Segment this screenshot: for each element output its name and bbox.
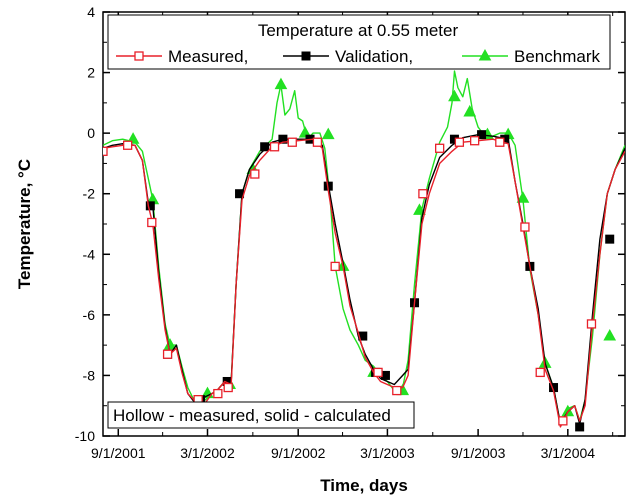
- data-point: [162, 349, 173, 359]
- legend-marker: [301, 51, 311, 61]
- data-point: [321, 127, 335, 140]
- y-tick-label: 2: [87, 65, 95, 81]
- data-point: [223, 382, 233, 393]
- data-point: [463, 104, 477, 117]
- annotation-box: Hollow - measured, solid - calculated: [107, 401, 415, 429]
- data-point: [298, 126, 312, 138]
- data-point: [260, 142, 270, 152]
- data-point: [145, 201, 155, 211]
- data-point: [287, 137, 297, 147]
- annotation-frame: [107, 401, 415, 429]
- data-point: [477, 130, 487, 140]
- y-tick-label: -8: [83, 367, 96, 383]
- data-point: [418, 189, 428, 199]
- data-point: [392, 385, 402, 396]
- legend: Temperature at 0.55 meter Measured, Valid…: [107, 14, 611, 70]
- data-point: [470, 136, 480, 146]
- chart-title: Temperature at 0.55 meter: [258, 21, 459, 40]
- data-point: [558, 416, 568, 426]
- data-point: [575, 422, 585, 432]
- data-point: [330, 261, 340, 272]
- data-point: [147, 217, 157, 228]
- data-point: [454, 137, 465, 147]
- data-point: [122, 140, 133, 150]
- legend-item: Measured,: [116, 47, 248, 66]
- x-axis: 9/1/2001 3/1/2002 9/1/2002 3/1/2003 9/1/2003…: [91, 12, 614, 461]
- series-validation: [103, 130, 625, 432]
- data-point: [103, 146, 108, 156]
- x-tick-label: 9/1/2001: [91, 445, 146, 461]
- data-point: [278, 134, 288, 144]
- data-point: [373, 367, 383, 378]
- y-axis: -10 -8 -6 -4 -2 0 2 4: [75, 4, 625, 444]
- data-point: [274, 77, 288, 90]
- data-point: [435, 143, 445, 153]
- legend-item: Benchmark: [462, 47, 600, 66]
- y-tick-label: -2: [83, 186, 96, 202]
- series-layer: [103, 70, 625, 432]
- x-tick-label: 3/1/2003: [360, 445, 415, 461]
- data-point: [269, 142, 280, 152]
- y-tick-label: -6: [83, 307, 96, 323]
- data-point: [495, 137, 505, 147]
- x-tick-label: 9/1/2002: [271, 445, 326, 461]
- series-line: [103, 138, 625, 428]
- data-point: [213, 388, 223, 399]
- data-point: [603, 329, 617, 341]
- data-point: [413, 203, 426, 215]
- y-tick-label: -10: [75, 428, 95, 444]
- legend-marker: [134, 51, 144, 61]
- legend-items: Measured, Validation, Benchmark: [116, 47, 600, 66]
- data-point: [312, 137, 323, 147]
- x-tick-label: 3/1/2004: [541, 445, 596, 461]
- annotation-text: Hollow - measured, solid - calculated: [113, 406, 391, 425]
- y-tick-label: 4: [87, 4, 95, 20]
- series-measured: [103, 136, 625, 428]
- data-point: [448, 89, 461, 102]
- x-tick-label: 9/1/2003: [451, 445, 506, 461]
- legend-box: [107, 14, 611, 70]
- data-point: [561, 404, 575, 417]
- data-point: [605, 234, 615, 244]
- data-point: [535, 367, 545, 378]
- legend-label: Benchmark: [514, 47, 600, 66]
- legend-label: Measured,: [168, 47, 248, 66]
- x-tick-label: 3/1/2002: [180, 445, 235, 461]
- data-point: [586, 319, 597, 329]
- x-axis-title: Time, days: [320, 476, 408, 495]
- y-tick-label: 0: [87, 125, 95, 141]
- data-point: [516, 191, 530, 203]
- legend-marker: [478, 48, 492, 61]
- series-line: [103, 134, 625, 425]
- legend-label: Validation,: [335, 47, 413, 66]
- y-tick-label: -4: [83, 246, 96, 262]
- legend-item: Validation,: [283, 47, 413, 66]
- data-point: [250, 169, 260, 179]
- data-point: [520, 222, 530, 232]
- y-axis-title: Temperature, °C: [15, 159, 34, 289]
